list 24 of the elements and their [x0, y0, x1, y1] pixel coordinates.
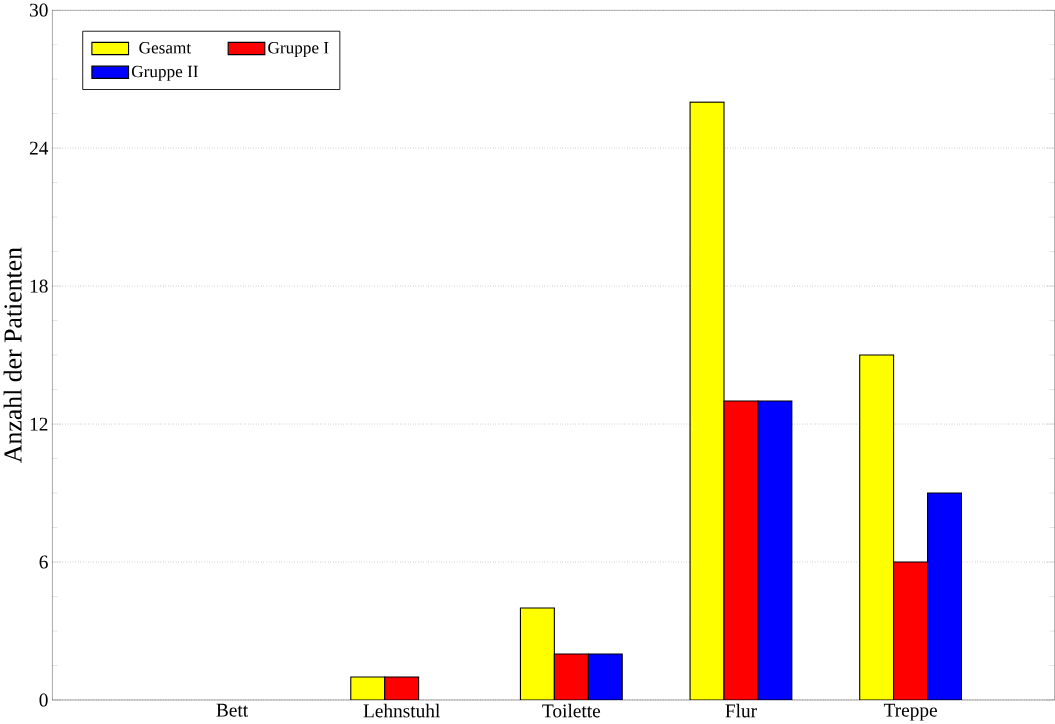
- x-tick-label: Bett: [216, 703, 249, 717]
- x-tick-label: Flur: [725, 703, 757, 718]
- y-tick-label: 24: [29, 141, 49, 155]
- y-tick-label: 6: [39, 555, 48, 569]
- legend-label: Gruppe I: [268, 41, 329, 57]
- bar: [553, 653, 589, 700]
- legend-label: Gesamt: [139, 41, 192, 54]
- y-tick-label: 0: [39, 693, 48, 707]
- x-tick-label: Toilette: [542, 703, 601, 718]
- bar: [859, 354, 895, 700]
- y-tick-label: 18: [30, 279, 48, 293]
- x-tick-label: Treppe: [883, 703, 937, 721]
- bar: [927, 492, 963, 700]
- bar: [519, 607, 555, 700]
- y-tick-label: 12: [30, 417, 48, 431]
- bar: [893, 561, 929, 700]
- bar: [723, 400, 759, 700]
- y-tick-label: 30: [30, 3, 48, 17]
- legend-label: Gruppe II: [131, 65, 198, 81]
- bar: [689, 101, 725, 700]
- bar: [587, 653, 623, 700]
- y-axis-title: Anzahl der Patienten: [3, 247, 22, 463]
- x-tick-label: Lehnstuhl: [363, 703, 440, 718]
- bar: [757, 400, 793, 700]
